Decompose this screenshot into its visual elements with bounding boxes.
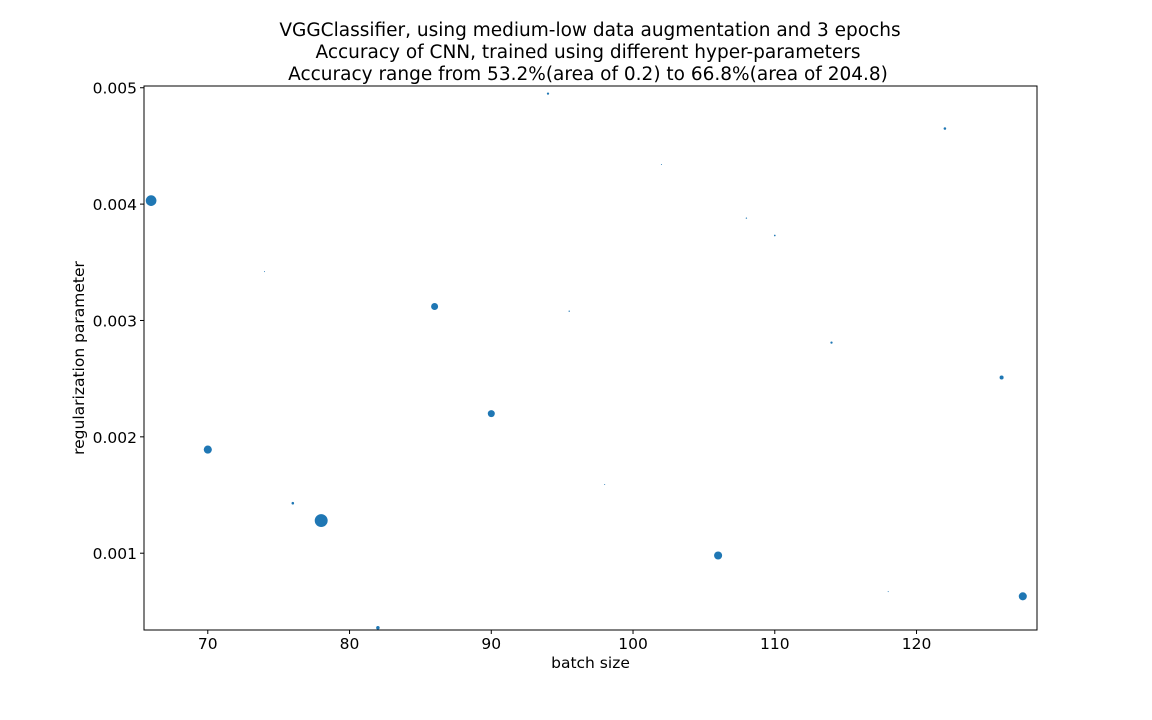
data-point-9 xyxy=(546,92,550,95)
data-point-10 xyxy=(568,310,570,312)
data-points xyxy=(145,92,1027,630)
y-axis-label: regularization parameter xyxy=(70,260,88,454)
title-line-3: Accuracy range from 53.2%(area of 0.2) t… xyxy=(288,64,888,85)
data-point-7 xyxy=(431,303,439,310)
x-tick-label: 110 xyxy=(760,635,790,653)
data-point-11 xyxy=(604,484,606,485)
y-tick-label: 0.003 xyxy=(93,312,137,330)
y-tick-label: 0.004 xyxy=(93,196,137,214)
data-point-17 xyxy=(887,591,889,593)
data-point-15 xyxy=(773,234,776,237)
x-axis-label: batch size xyxy=(551,654,630,672)
x-tick-label: 100 xyxy=(618,635,648,653)
x-tick-label: 80 xyxy=(340,635,360,653)
x-tick-label: 70 xyxy=(198,635,218,653)
y-axis-ticks: 0.001 0.002 0.003 0.004 0.005 xyxy=(93,80,144,563)
plot-frame xyxy=(143,85,1038,631)
data-point-3 xyxy=(264,271,265,273)
y-tick-label: 0.001 xyxy=(93,545,137,563)
title-line-1: VGGClassifier, using medium-low data aug… xyxy=(279,20,900,41)
chart-title: VGGClassifier, using medium-low data aug… xyxy=(279,20,900,85)
y-tick-label: 0.002 xyxy=(93,429,137,447)
data-point-1 xyxy=(145,195,157,206)
data-point-12 xyxy=(660,164,662,165)
title-line-2: Accuracy of CNN, trained using different… xyxy=(316,42,861,63)
x-tick-label: 120 xyxy=(902,635,932,653)
data-point-14 xyxy=(745,217,748,219)
data-point-13 xyxy=(714,551,723,560)
data-point-2 xyxy=(203,445,212,454)
data-point-18 xyxy=(943,127,947,130)
data-point-19 xyxy=(999,375,1004,380)
y-tick-label: 0.005 xyxy=(93,80,137,98)
data-point-20 xyxy=(1018,592,1027,601)
data-point-4 xyxy=(291,501,295,505)
data-point-6 xyxy=(376,625,380,630)
x-axis-ticks: 70 80 90 100 110 120 xyxy=(198,630,931,653)
data-point-5 xyxy=(314,514,328,528)
data-point-16 xyxy=(830,341,833,344)
data-point-8 xyxy=(487,410,495,418)
x-tick-label: 90 xyxy=(481,635,501,653)
